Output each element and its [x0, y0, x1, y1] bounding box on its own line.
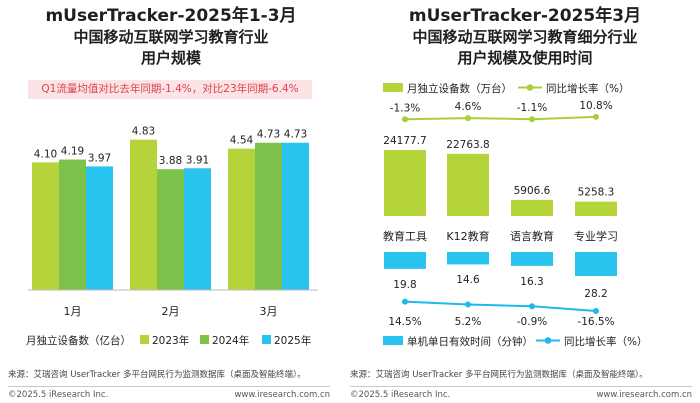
time-bar-label-K12教育: 14.6 [456, 274, 480, 286]
right-title-line1: mUserTracker-2025年3月 [408, 6, 642, 26]
left-site: www.iresearch.com.cn [234, 390, 330, 400]
time-growth-point-K12教育 [465, 301, 471, 308]
right-copyright: ©2025.5 iResearch Inc. [350, 390, 451, 400]
bar-2025年-3月 [282, 142, 309, 290]
time-growth-line [404, 300, 597, 312]
devices-growth-point-K12教育 [465, 115, 471, 122]
time-growth-point-语言教育 [529, 303, 535, 310]
legend-swatch-time [383, 336, 403, 345]
bar-2025年-1月 [86, 166, 113, 290]
right-source: 来源：艾瑞咨询 UserTracker 多平台网民行为监测数据库（桌面及智能终端… [350, 370, 648, 380]
legend-label-devices: 月独立设备数（万台） [407, 82, 512, 95]
category-label-语言教育: 语言教育 [510, 229, 554, 243]
device-bar-教育工具 [384, 150, 426, 216]
time-growth-label-专业学习: -16.5% [577, 316, 614, 328]
category-label-专业学习: 专业学习 [574, 229, 618, 243]
time-growth-label-K12教育: 5.2% [455, 316, 482, 328]
time-bar-语言教育 [511, 252, 553, 266]
devices-growth-point-语言教育 [529, 116, 535, 123]
device-bar-label-专业学习: 5258.3 [578, 187, 615, 199]
bar-2024年-2月 [157, 169, 184, 290]
devices-growth-point-专业学习 [593, 113, 599, 120]
device-bar-label-语言教育: 5906.6 [514, 185, 551, 197]
bar-2023年-2月 [130, 139, 157, 290]
bar-label-2025年-3月: 4.73 [284, 129, 307, 141]
bar-label-2025年-1月: 3.97 [88, 152, 111, 164]
time-bar-专业学习 [575, 252, 617, 276]
left-chart-title: mUserTracker-2025年1-3月 中国移动互联网学习教育行业 用户规… [0, 6, 342, 69]
x-tick-2月: 2月 [162, 305, 180, 318]
right-title-line3: 用户规模及使用时间 [457, 49, 593, 67]
left-title-line3: 用户规模 [140, 49, 201, 67]
category-label-教育工具: 教育工具 [383, 229, 427, 243]
legend-swatch-2023年 [140, 335, 149, 344]
right-title-line2: 中国移动互联网学习教育细分行业 [412, 28, 638, 46]
bar-label-2024年-1月: 4.19 [61, 146, 84, 158]
left-bar-chart: 4.10 4.83 4.54 4.19 3.88 4.73 3.97 3.91 4.73 1月 2月… [26, 126, 318, 347]
devices-growth-point-教育工具 [402, 116, 408, 123]
right-chart-title: mUserTracker-2025年3月 中国移动互联网学习教育细分行业 用户规… [350, 6, 700, 69]
q1-note: Q1流量均值对比去年同期-1.4%，对比23年同期-6.4% [28, 80, 312, 99]
bar-2024年-1月 [59, 159, 86, 290]
devices-growth-label-教育工具: -1.3% [390, 102, 420, 114]
devices-growth-label-专业学习: 10.8% [579, 100, 612, 112]
left-title-line1: mUserTracker-2025年1-3月 [45, 6, 297, 26]
bar-label-2023年-2月: 4.83 [132, 126, 155, 138]
time-growth-label-教育工具: 14.5% [388, 316, 421, 328]
legend-swatch-devices [383, 83, 403, 92]
left-source: 来源：艾瑞咨询 UserTracker 多平台网民行为监测数据库（桌面及智能终端… [8, 370, 306, 380]
left-panel: mUserTracker-2025年1-3月 中国移动互联网学习教育行业 用户规… [0, 0, 342, 370]
device-bar-专业学习 [575, 201, 617, 216]
device-bar-label-K12教育: 22763.8 [446, 139, 489, 151]
time-growth-point-专业学习 [593, 307, 599, 314]
bar-label-2023年-3月: 4.54 [230, 135, 254, 147]
bar-label-2024年-2月: 3.88 [159, 155, 182, 167]
bar-label-2023年-1月: 4.10 [34, 148, 57, 160]
legend-label-time: 单机单日有效时间（分钟） [407, 335, 533, 348]
legend-label-devices-growth: 同比增长率（%） [546, 82, 629, 95]
legend-label-2023年: 2023年 [152, 334, 189, 347]
bar-label-2025年-2月: 3.91 [186, 154, 209, 166]
time-bar-K12教育 [447, 252, 489, 265]
devices-growth-label-语言教育: -1.1% [517, 102, 547, 114]
device-bar-label-教育工具: 24177.7 [383, 135, 426, 147]
bar-2024年-3月 [255, 142, 282, 290]
bar-2025年-2月 [184, 168, 211, 290]
legend-label-time-growth: 同比增长率（%） [564, 335, 647, 348]
device-bar-K12教育 [447, 153, 489, 216]
left-copyright: ©2025.5 iResearch Inc. [8, 390, 109, 400]
category-label-K12教育: K12教育 [446, 229, 489, 243]
left-legend-caption: 月独立设备数（亿台） [26, 334, 131, 347]
legend-label-2024年: 2024年 [212, 334, 249, 347]
legend-marker-devices-growth [526, 84, 534, 91]
devices-growth-line [404, 115, 597, 121]
bar-label-2024年-3月: 4.73 [257, 129, 280, 141]
bar-2023年-3月 [228, 148, 255, 290]
bar-2023年-1月 [32, 162, 59, 290]
time-bar-教育工具 [384, 252, 426, 269]
time-bar-label-教育工具: 19.8 [393, 279, 416, 291]
time-growth-point-教育工具 [402, 298, 408, 305]
legend-swatch-2024年 [200, 335, 209, 344]
left-footer-divider [8, 386, 330, 387]
time-bar-label-专业学习: 28.2 [584, 288, 607, 300]
right-footer-divider [350, 386, 692, 387]
time-growth-label-语言教育: -0.9% [517, 316, 547, 328]
x-tick-3月: 3月 [260, 305, 278, 318]
legend-marker-time-growth [544, 337, 552, 344]
legend-label-2025年: 2025年 [274, 334, 311, 347]
device-bar-语言教育 [511, 199, 553, 216]
right-panel: mUserTracker-2025年3月 中国移动互联网学习教育细分行业 用户规… [350, 0, 700, 370]
legend-swatch-2025年 [262, 335, 271, 344]
time-bar-label-语言教育: 16.3 [520, 276, 543, 288]
x-tick-1月: 1月 [64, 305, 82, 318]
right-site: www.iresearch.com.cn [596, 390, 692, 400]
left-title-line2: 中国移动互联网学习教育行业 [73, 28, 269, 46]
devices-growth-label-K12教育: 4.6% [455, 101, 482, 113]
right-combo-chart: 月独立设备数（万台） 同比增长率（%） -1.3% 4.6% -1.1% 10.8% 241… [383, 82, 647, 348]
